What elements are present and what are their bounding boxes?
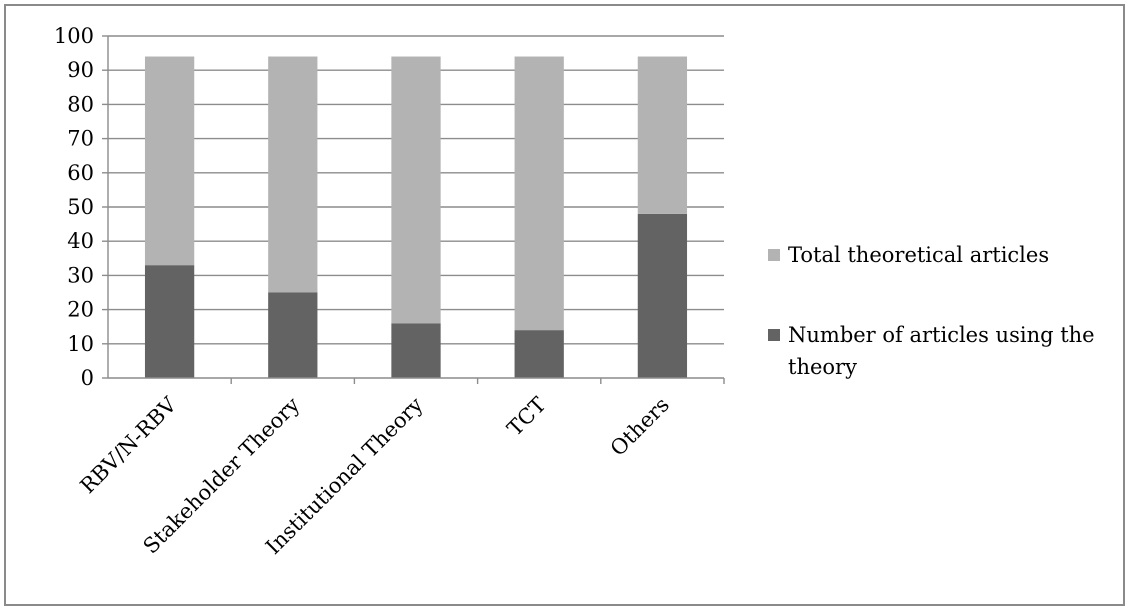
- legend-label: Total theoretical articles: [788, 243, 1049, 267]
- legend-swatch: [768, 249, 780, 261]
- y-tick-label: 50: [67, 195, 94, 219]
- bar-segment-using-theory: [268, 292, 318, 378]
- legend-label: Number of articles using the: [788, 323, 1095, 347]
- bar-segment-total-theoretical: [268, 56, 318, 293]
- bar-segment-using-theory: [514, 330, 564, 378]
- y-tick-label: 90: [67, 58, 94, 82]
- y-tick-label: 70: [67, 127, 94, 151]
- bar-segment-total-theoretical: [514, 56, 564, 331]
- legend-label: theory: [788, 355, 857, 379]
- axes: [107, 36, 725, 384]
- bar-segment-using-theory: [637, 213, 688, 378]
- y-tick-label: 100: [54, 24, 94, 48]
- y-tick-label: 80: [67, 92, 94, 116]
- bars: [144, 56, 688, 378]
- bar-segment-using-theory: [391, 323, 441, 378]
- bar-segment-using-theory: [144, 265, 195, 378]
- y-tick-label: 10: [67, 332, 94, 356]
- y-tick-label: 30: [67, 263, 94, 287]
- bar-segment-total-theoretical: [144, 56, 195, 266]
- x-tick-label: Others: [606, 393, 674, 461]
- y-tick-label: 60: [67, 161, 94, 185]
- y-tick-labels: 0 10 20 30 40 50 60 70 80 90 100: [54, 24, 94, 390]
- legend-swatch: [768, 329, 780, 341]
- y-tick-label: 0: [81, 366, 94, 390]
- x-tick-label: TCT: [503, 393, 551, 441]
- bar-segment-total-theoretical: [391, 56, 441, 324]
- y-tick-label: 40: [67, 229, 94, 253]
- bar-segment-total-theoretical: [637, 56, 688, 214]
- x-tick-label: RBV/N-RBV: [76, 392, 182, 498]
- y-tick-label: 20: [67, 298, 94, 322]
- legend: Total theoretical articles Number of arti…: [768, 243, 1095, 379]
